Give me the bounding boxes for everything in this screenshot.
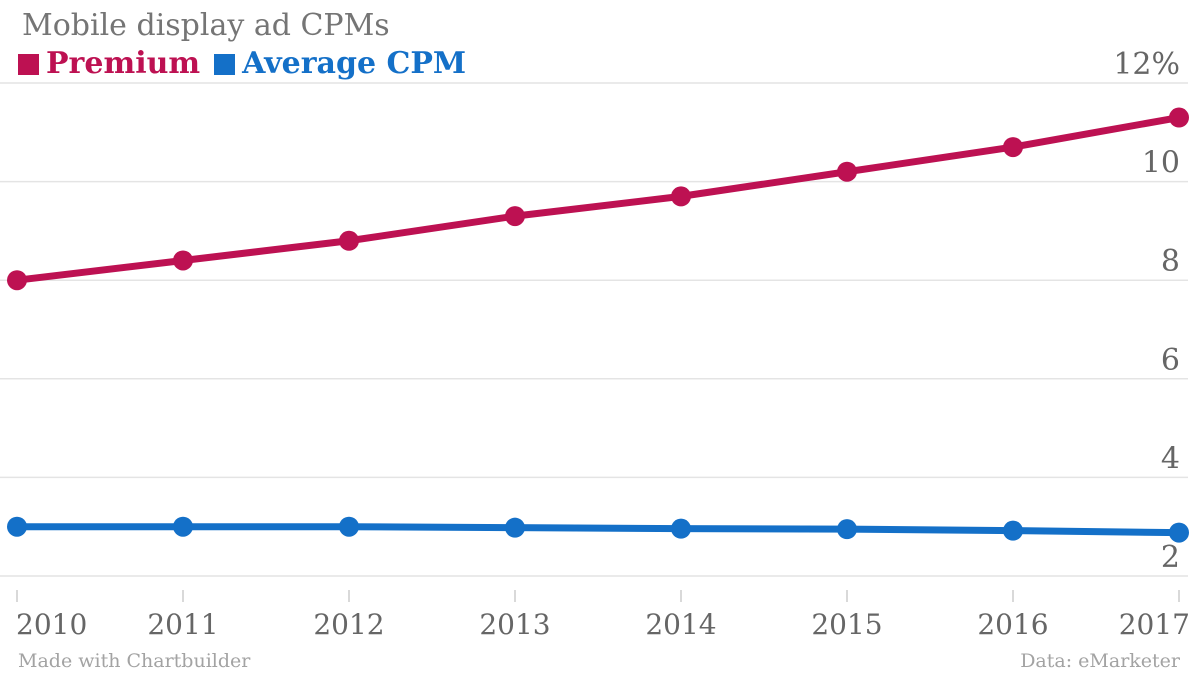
data-point-premium-2015: [837, 161, 857, 182]
data-point-average-cpm-2017: [1169, 522, 1189, 543]
data-point-premium-2012: [339, 230, 359, 251]
legend-swatch-icon: [18, 54, 39, 75]
series-line-premium: [13, 114, 1183, 284]
data-point-average-cpm-2016: [1003, 520, 1023, 541]
data-point-premium-2017: [1169, 107, 1189, 128]
data-point-premium-2013: [505, 206, 525, 227]
chart-title: Mobile display ad CPMs: [22, 8, 390, 43]
data-point-average-cpm-2015: [837, 519, 857, 540]
legend-label: Average CPM: [242, 46, 467, 81]
legend: Premium Average CPM: [18, 46, 466, 81]
data-point-average-cpm-2010: [7, 516, 27, 537]
y-axis-label: 4: [1161, 441, 1180, 476]
data-point-premium-2016: [1003, 137, 1023, 158]
y-axis-label: 6: [1161, 343, 1180, 378]
legend-label: Premium: [46, 46, 201, 81]
data-point-average-cpm-2014: [671, 518, 691, 539]
x-axis-label: 2012: [313, 608, 384, 641]
data-point-premium-2014: [671, 186, 691, 207]
y-axis-label: 10: [1142, 146, 1180, 181]
source-text: Data: eMarketer: [1020, 650, 1180, 672]
x-axis-label: 2011: [147, 608, 218, 641]
y-axis-label: 12%: [1113, 47, 1180, 82]
data-point-average-cpm-2011: [173, 516, 193, 537]
x-axis-label: 2016: [977, 608, 1048, 641]
legend-item-average-cpm: Average CPM: [214, 46, 466, 81]
data-point-average-cpm-2012: [339, 516, 359, 537]
x-axis-label: 2010: [16, 608, 87, 641]
legend-swatch-icon: [214, 54, 236, 75]
legend-item-premium: Premium: [18, 46, 200, 81]
credit-text: Made with Chartbuilder: [18, 650, 251, 672]
x-axis-label: 2017: [1119, 608, 1190, 641]
data-point-average-cpm-2013: [505, 517, 525, 538]
data-point-premium-2011: [173, 250, 193, 271]
x-axis-label: 2014: [645, 608, 716, 641]
x-axis-label: 2015: [811, 608, 882, 641]
data-point-premium-2010: [7, 270, 27, 291]
x-axis-label: 2013: [479, 608, 550, 641]
series-line-average-cpm: [13, 523, 1183, 537]
y-axis-label: 2: [1161, 540, 1180, 575]
y-axis-label: 8: [1161, 244, 1180, 279]
